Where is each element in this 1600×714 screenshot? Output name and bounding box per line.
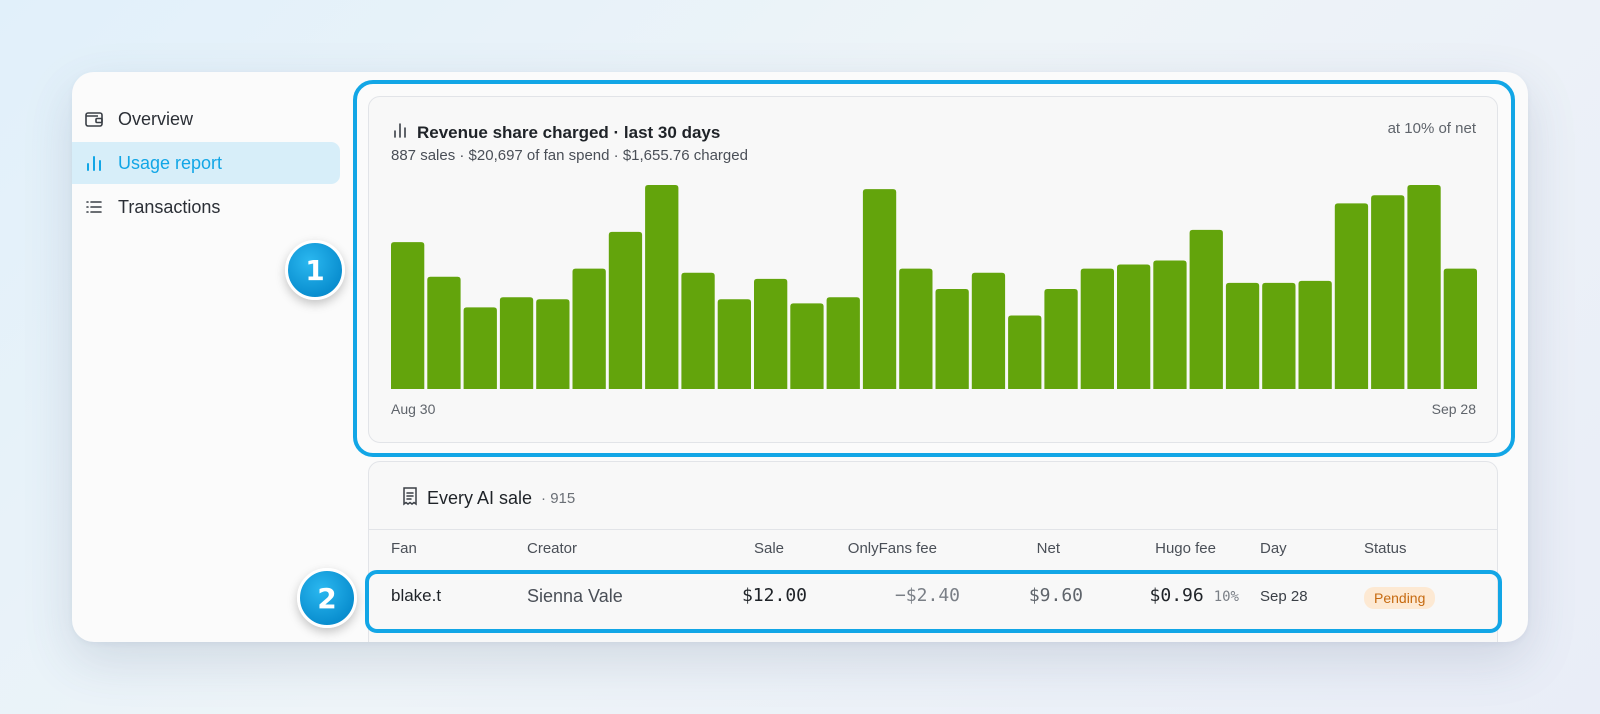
x-axis-start-label: Aug 30 <box>391 401 436 417</box>
column-header-status[interactable]: Status <box>1364 540 1407 557</box>
chart-bar[interactable] <box>536 299 570 389</box>
chart-bar[interactable] <box>427 276 461 389</box>
hugo-fee-rate: 10% <box>1213 589 1239 605</box>
status-cell: Pending <box>1364 587 1436 609</box>
column-header-net[interactable]: Net <box>1036 540 1060 557</box>
hugo-fee-value: $0.96 <box>1149 585 1204 606</box>
revenue-chart-card: Revenue share charged · last 30 days 887… <box>368 96 1498 443</box>
chart-bar[interactable] <box>1008 315 1042 389</box>
chart-bar[interactable] <box>1225 282 1260 389</box>
step-marker-1: 1 <box>285 240 345 300</box>
chart-bar[interactable] <box>1262 282 1296 389</box>
bar-chart-icon <box>84 153 104 173</box>
onlyfans-fee-cell: −$2.40 <box>894 585 960 606</box>
chart-bar[interactable] <box>1080 268 1114 389</box>
chart-bar[interactable] <box>1371 195 1405 389</box>
chart-title: Revenue share charged · last 30 days <box>417 122 721 142</box>
chart-bar[interactable] <box>1298 280 1332 389</box>
column-header-day[interactable]: Day <box>1260 540 1287 557</box>
chart-bar[interactable] <box>826 297 860 389</box>
chart-bar[interactable] <box>790 303 824 389</box>
status-badge: Pending <box>1364 587 1436 609</box>
sale-cell: $12.00 <box>741 585 807 606</box>
sidebar-item-usage-report[interactable]: Usage report <box>72 142 340 184</box>
chart-bar[interactable] <box>391 242 425 389</box>
chart-bar[interactable] <box>681 272 715 389</box>
receipt-icon <box>401 486 419 511</box>
chart-bar[interactable] <box>1117 264 1151 389</box>
chart-header: Revenue share charged · last 30 days <box>391 121 720 144</box>
sidebar-item-label: Transactions <box>118 196 221 217</box>
chart-rate-note: at 10% of net <box>1387 120 1476 137</box>
column-header-hugo-fee[interactable]: Hugo fee <box>1155 540 1216 557</box>
chart-bar[interactable] <box>1044 289 1078 389</box>
chart-bar[interactable] <box>935 289 969 389</box>
chart-bar[interactable] <box>463 307 497 389</box>
chart-bar[interactable] <box>499 297 534 389</box>
chart-bar[interactable] <box>899 268 933 389</box>
ai-sales-table-card: Every AI sale · 915 Fan Creator Sale Onl… <box>368 461 1498 642</box>
table-count: · 915 <box>541 490 576 507</box>
step-marker-2: 2 <box>297 568 357 628</box>
chart-bar[interactable] <box>717 299 751 389</box>
bar-chart-icon <box>391 121 409 144</box>
chart-bar[interactable] <box>645 185 679 389</box>
bar-chart <box>391 185 1477 389</box>
sidebar-item-overview[interactable]: Overview <box>72 98 340 140</box>
x-axis-end-label: Sep 28 <box>1431 401 1476 417</box>
fan-cell: blake.t <box>391 586 442 605</box>
column-header-onlyfans-fee[interactable]: OnlyFans fee <box>847 540 937 557</box>
chart-subtitle: 887 sales · $20,697 of fan spend · $1,65… <box>391 147 748 164</box>
wallet-icon <box>84 109 104 129</box>
sidebar-item-transactions[interactable]: Transactions <box>72 186 340 228</box>
app-window: Overview Usage report Transactions <box>72 72 1528 642</box>
chart-bar[interactable] <box>1189 229 1223 389</box>
chart-bar[interactable] <box>754 278 788 389</box>
chart-bar[interactable] <box>1443 268 1477 389</box>
chart-bar[interactable] <box>608 231 643 389</box>
list-icon <box>84 197 104 217</box>
chart-bar[interactable] <box>572 268 606 389</box>
table-title: Every AI sale <box>427 488 533 508</box>
chart-bar[interactable] <box>971 272 1006 389</box>
sidebar-item-label: Overview <box>118 108 194 129</box>
sidebar: Overview Usage report Transactions <box>72 98 340 230</box>
net-cell: $9.60 <box>1028 585 1083 606</box>
hugo-fee-cell: $0.96 10% <box>1150 585 1239 606</box>
divider <box>369 529 1497 530</box>
column-header-creator[interactable]: Creator <box>527 540 578 557</box>
chart-bar[interactable] <box>1334 203 1369 389</box>
table-header: Every AI sale · 915 <box>401 486 575 511</box>
chart-bar[interactable] <box>1407 185 1441 389</box>
chart-bar[interactable] <box>1153 260 1187 389</box>
column-header-sale[interactable]: Sale <box>753 540 784 557</box>
sidebar-item-label: Usage report <box>118 152 223 173</box>
day-cell: Sep 28 <box>1260 588 1308 605</box>
creator-cell: Sienna Vale <box>527 586 623 606</box>
chart-bar[interactable] <box>862 189 897 389</box>
column-header-fan[interactable]: Fan <box>391 540 417 557</box>
